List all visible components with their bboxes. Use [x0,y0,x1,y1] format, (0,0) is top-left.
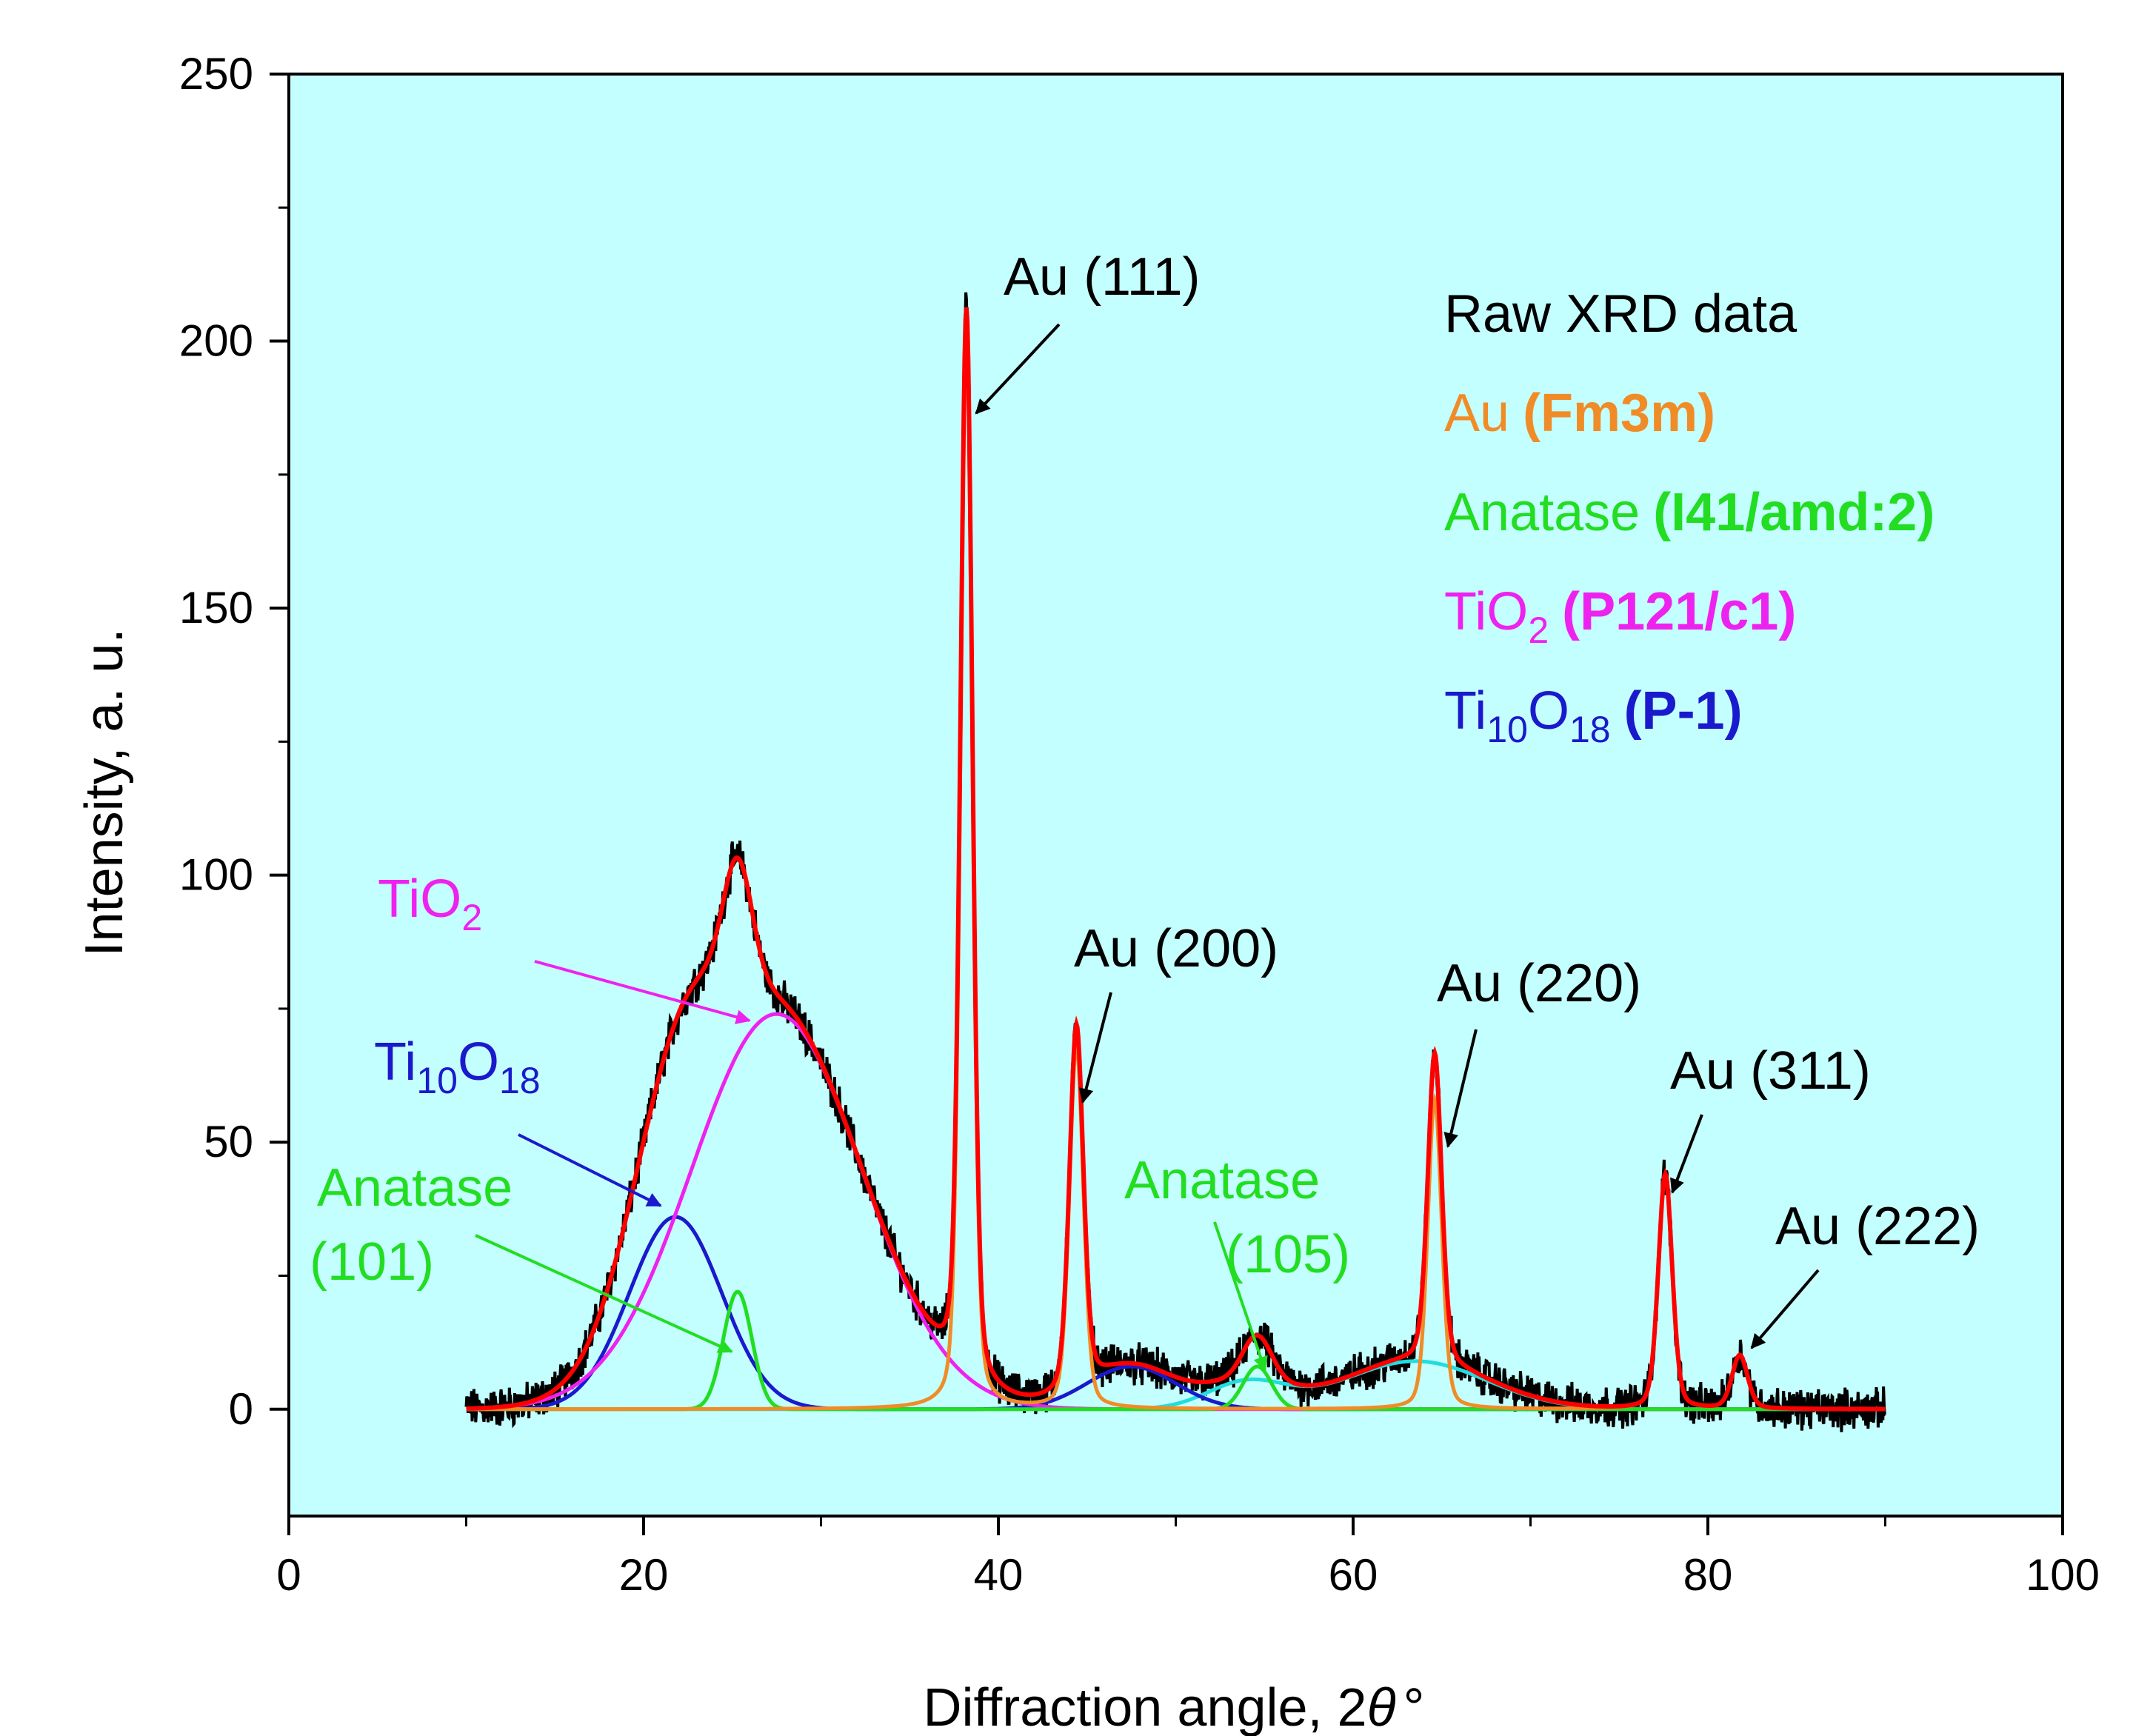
x-tick-label: 20 [619,1550,669,1600]
x-tick-label: 60 [1329,1550,1378,1600]
annotation-ti-text1: Ti [374,1032,416,1092]
legend-au-name: Au [1444,384,1509,443]
legend-ti-sub2: 18 [1569,709,1611,750]
x-axis-title: Diffraction angle, 2θ ° [924,1678,1425,1736]
x-axis-title-unit: ° [1403,1678,1425,1736]
annotations: Au (111) Au (200) Au (220) Au (311) Au (… [310,247,1980,1372]
y-tick-label: 100 [179,850,253,900]
arrow-anatase105 [1213,1221,1268,1372]
x-tick-label: 0 [276,1550,301,1600]
arrow-au222 [1750,1269,1820,1349]
annotation-au220: Au (220) [1437,954,1641,1013]
legend-tio2-name: TiO [1444,582,1528,641]
y-tick-label: 0 [229,1384,253,1434]
annotation-au111: Au (111) [1004,247,1200,307]
annotation-anatase101-line2: (101) [310,1232,434,1292]
x-tick-label: 40 [974,1550,1024,1600]
legend-ti-sub1: 10 [1486,709,1528,750]
annotation-ti10o18: Ti10O18 [374,1032,541,1101]
annotation-au311: Au (311) [1670,1041,1871,1101]
annotation-au200: Au (200) [1074,919,1278,978]
arrow-au220 [1443,1029,1478,1148]
arrow-au311 [1670,1114,1703,1194]
legend-ti-name2: O [1528,681,1569,741]
legend-ti-group: (P-1) [1624,681,1743,741]
annotation-anatase105: Anatase (105) [1124,1151,1350,1284]
axes-group: 0 20 40 60 80 100 0 50 100 150 200 250 [179,49,2100,1600]
y-tick-label: 150 [179,583,253,632]
arrow-ti10o18 [518,1133,662,1207]
annotation-ti-text2: O [458,1032,499,1092]
annotation-anatase101-line1: Anatase [317,1158,513,1218]
annotation-ti-sub1: 10 [416,1060,458,1101]
legend-au-group: (Fm3m) [1523,384,1715,443]
annotation-anatase105-line2: (105) [1226,1225,1350,1284]
legend-tio2-sub: 2 [1528,610,1549,651]
legend-ti10o18: Ti10O18 (P-1) [1444,681,1743,750]
x-tick-label: 80 [1683,1550,1733,1600]
legend-anatase-name: Anatase [1444,483,1640,542]
legend-au: Au (Fm3m) [1444,384,1715,443]
arrow-anatase101 [475,1234,733,1353]
legend-anatase-group: (I41/amd:2) [1653,483,1935,542]
legend-anatase: Anatase (I41/amd:2) [1444,483,1935,542]
y-tick-label: 50 [204,1117,253,1166]
x-tick-label: 100 [2026,1550,2100,1600]
y-tick-label: 250 [179,49,253,99]
legend: Raw XRD data Au (Fm3m) Anatase (I41/amd:2)… [1444,284,1935,750]
arrow-au200 [1078,992,1112,1104]
annotation-tio2: TiO2 [378,869,482,938]
annotation-anatase101: Anatase (101) [310,1158,513,1292]
legend-ti-name1: Ti [1444,681,1486,741]
legend-tio2: TiO2 (P121/c1) [1444,582,1796,651]
legend-raw: Raw XRD data [1444,284,1797,344]
annotation-tio2-text: TiO [378,869,461,929]
legend-tio2-group: (P121/c1) [1562,582,1796,641]
arrow-au111 [975,323,1061,415]
annotation-tio2-sub: 2 [461,897,482,938]
annotation-ti-sub2: 18 [499,1060,541,1101]
y-axis-title: Intensity, a. u. [75,629,134,957]
arrow-tio2 [534,960,751,1024]
x-axis-title-symbol: θ [1367,1678,1396,1736]
plot-area [289,74,2063,1516]
annotation-anatase105-line1: Anatase [1124,1151,1320,1210]
curves-group [464,292,1886,1432]
x-axis-title-main: Diffraction angle, 2 [924,1678,1367,1736]
y-tick-label: 200 [179,316,253,366]
series-fit [466,307,1886,1412]
annotation-au222: Au (222) [1775,1197,1980,1256]
